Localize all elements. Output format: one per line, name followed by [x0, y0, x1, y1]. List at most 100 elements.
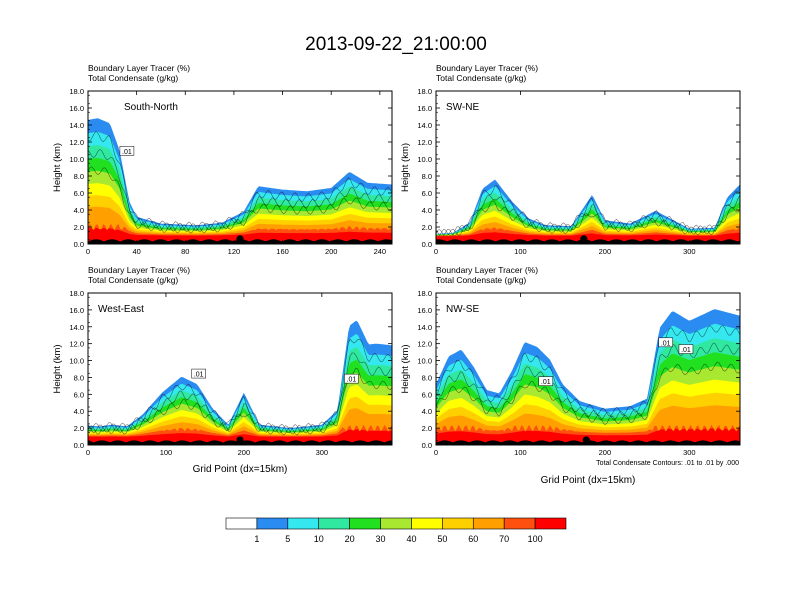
x-axis-label: Grid Point (dx=15km)	[541, 475, 636, 486]
colorbar-label: 5	[285, 534, 290, 544]
y-tick-label: 16.0	[417, 306, 432, 315]
colorbar-swatch	[380, 517, 412, 530]
contour-label: .01	[661, 340, 671, 347]
y-tick-label: 4.0	[74, 407, 84, 416]
plot-frame	[87, 292, 393, 446]
condensate-contour	[436, 194, 740, 236]
location-marker	[582, 436, 590, 444]
figure-title: 2013-09-22_21:00:00	[305, 34, 487, 55]
y-axis-label: Height (km)	[400, 344, 411, 393]
panel-header-condensate: Total Condensate (g/kg)	[88, 73, 178, 83]
panel-header-tracer: Boundary Layer Tracer (%)	[436, 63, 538, 73]
contour-label-box	[191, 368, 206, 379]
y-tick-label: 6.0	[74, 390, 84, 399]
panel-name: SW-NE	[446, 102, 479, 113]
y-tick-label: 14.0	[69, 323, 84, 332]
location-marker	[236, 436, 244, 444]
y-tick-label: 12.0	[417, 138, 432, 147]
y-tick-label: 16.0	[69, 306, 84, 315]
panel-name: NW-SE	[446, 304, 479, 315]
panel-name: South-North	[124, 102, 178, 113]
x-tick-label: 200	[599, 247, 612, 256]
x-tick-label: 80	[181, 247, 189, 256]
y-tick-label: 6.0	[422, 390, 432, 399]
contour-label: .01	[122, 149, 132, 156]
y-tick-label: 16.0	[417, 104, 432, 113]
condensate-contour	[436, 325, 740, 417]
y-tick-label: 0.0	[422, 240, 432, 249]
panel-header-condensate: Total Condensate (g/kg)	[436, 73, 526, 83]
x-tick-label: 160	[276, 247, 289, 256]
contour-label: .01	[194, 372, 204, 379]
y-tick-label: 0.0	[74, 441, 84, 450]
panel-header-tracer: Boundary Layer Tracer (%)	[88, 265, 190, 275]
colorbar-label: 100	[528, 534, 543, 544]
y-tick-label: 10.0	[417, 155, 432, 164]
plot-frame	[435, 292, 741, 446]
y-axis-label: Height (km)	[52, 143, 63, 192]
x-tick-label: 300	[316, 448, 329, 457]
y-tick-label: 2.0	[422, 223, 432, 232]
x-tick-label: 100	[514, 448, 527, 457]
y-tick-label: 0.0	[422, 441, 432, 450]
colorbar-swatch	[411, 517, 443, 530]
y-tick-label: 12.0	[69, 138, 84, 147]
condensate-contour	[88, 352, 392, 435]
y-tick-label: 14.0	[69, 121, 84, 130]
x-tick-label: 100	[160, 448, 173, 457]
panel-name: West-East	[98, 304, 144, 315]
x-tick-label: 240	[374, 247, 387, 256]
y-tick-label: 18.0	[417, 289, 432, 298]
y-tick-label: 4.0	[422, 407, 432, 416]
colorbar-label: 60	[468, 534, 478, 544]
colorbar-swatch	[225, 517, 258, 530]
x-tick-label: 300	[683, 448, 696, 457]
panels: Boundary Layer Tracer (%)Total Condensat…	[52, 63, 741, 486]
panel-nw-se: Boundary Layer Tracer (%)Total Condensat…	[400, 265, 741, 486]
y-tick-label: 16.0	[69, 104, 84, 113]
colorbar-swatch	[349, 517, 381, 530]
tracer-field	[436, 179, 740, 244]
x-tick-label: 200	[325, 247, 338, 256]
y-tick-label: 12.0	[69, 340, 84, 349]
y-tick-label: 18.0	[417, 87, 432, 96]
plot-frame	[435, 90, 741, 245]
y-tick-label: 4.0	[74, 206, 84, 215]
y-tick-label: 6.0	[422, 189, 432, 198]
y-tick-label: 2.0	[422, 424, 432, 433]
condensate-contour	[88, 131, 392, 231]
y-tick-label: 8.0	[74, 373, 84, 382]
x-tick-label: 0	[86, 247, 90, 256]
y-tick-label: 8.0	[422, 172, 432, 181]
panel-header-tracer: Boundary Layer Tracer (%)	[88, 63, 190, 73]
x-tick-label: 100	[514, 247, 527, 256]
y-tick-label: 8.0	[74, 172, 84, 181]
contour-footnote: Total Condensate Contours: .01 to .01 by…	[596, 460, 739, 467]
contour-label-box	[344, 373, 359, 384]
terrain	[436, 239, 740, 244]
colorbar-swatch	[503, 517, 536, 530]
y-tick-label: 18.0	[69, 87, 84, 96]
colorbar-label: 10	[314, 534, 324, 544]
tracer-field: .01 .01	[88, 320, 392, 445]
location-marker	[236, 235, 244, 243]
contour-label: .01	[347, 377, 357, 384]
condensate-contour	[436, 184, 740, 236]
colorbar-swatch	[534, 517, 567, 530]
colorbar-swatch	[287, 517, 320, 530]
colorbar-label: 1	[254, 534, 259, 544]
colorbar-label: 40	[406, 534, 416, 544]
colorbar-swatch	[256, 517, 289, 530]
x-tick-label: 300	[683, 247, 696, 256]
panel-header-condensate: Total Condensate (g/kg)	[436, 275, 526, 285]
y-tick-label: 10.0	[69, 357, 84, 366]
x-tick-label: 120	[228, 247, 241, 256]
y-tick-label: 18.0	[69, 289, 84, 298]
x-axis-label: Grid Point (dx=15km)	[193, 464, 288, 475]
y-tick-label: 10.0	[417, 357, 432, 366]
contour-label: .01	[541, 379, 551, 386]
x-tick-label: 0	[434, 448, 438, 457]
y-tick-label: 10.0	[69, 155, 84, 164]
x-tick-label: 200	[238, 448, 251, 457]
colorbar-label: 50	[437, 534, 447, 544]
